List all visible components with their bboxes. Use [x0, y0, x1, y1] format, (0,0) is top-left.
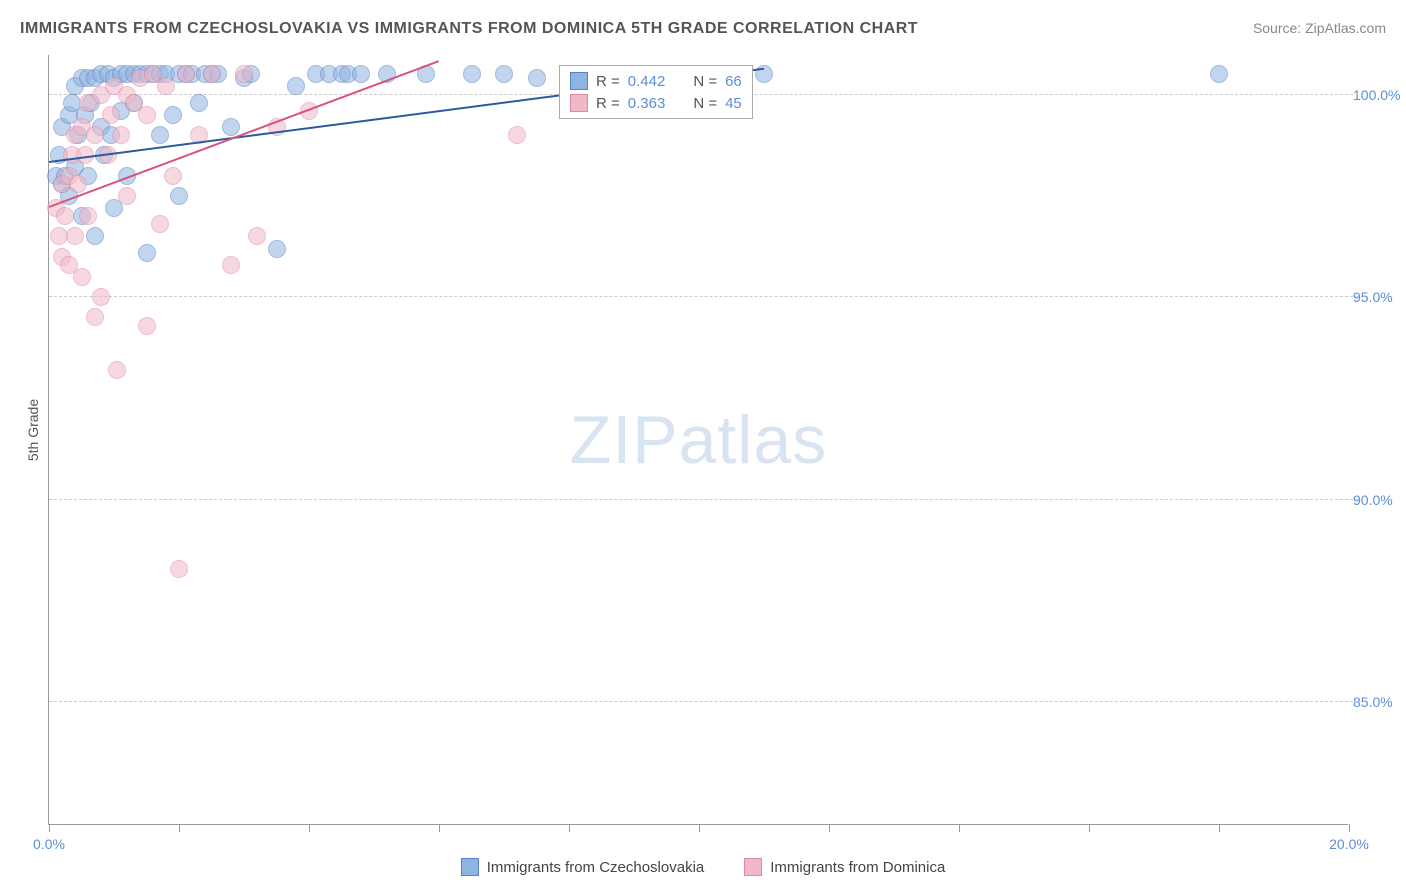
scatter-point	[352, 65, 370, 83]
legend-swatch	[744, 858, 762, 876]
scatter-point	[495, 65, 513, 83]
scatter-point	[86, 126, 104, 144]
gridline-h	[49, 701, 1358, 702]
scatter-point	[108, 361, 126, 379]
legend-n-value: 45	[725, 95, 742, 112]
scatter-point	[170, 560, 188, 578]
series-name: Immigrants from Czechoslovakia	[487, 859, 705, 876]
scatter-point	[222, 118, 240, 136]
scatter-point	[138, 244, 156, 262]
scatter-point	[528, 69, 546, 87]
scatter-point	[86, 308, 104, 326]
scatter-point	[157, 77, 175, 95]
scatter-point	[170, 187, 188, 205]
bottom-legend-item: Immigrants from Czechoslovakia	[461, 858, 705, 876]
scatter-point	[102, 106, 120, 124]
legend-r-value: 0.442	[628, 73, 666, 90]
scatter-point	[92, 288, 110, 306]
scatter-point	[1210, 65, 1228, 83]
scatter-point	[248, 227, 266, 245]
legend-r-label: R =	[596, 95, 620, 112]
x-tick	[959, 824, 960, 832]
scatter-point	[138, 106, 156, 124]
chart-title: IMMIGRANTS FROM CZECHOSLOVAKIA VS IMMIGR…	[20, 20, 918, 38]
legend-row: R = 0.442 N = 66	[570, 70, 742, 92]
legend-n-label: N =	[693, 95, 717, 112]
scatter-point	[79, 207, 97, 225]
scatter-point	[118, 187, 136, 205]
scatter-point	[66, 227, 84, 245]
x-tick	[569, 824, 570, 832]
x-tick-label: 0.0%	[33, 836, 65, 852]
scatter-point	[463, 65, 481, 83]
legend-r-label: R =	[596, 73, 620, 90]
legend-swatch	[461, 858, 479, 876]
legend-row: R = 0.363 N = 45	[570, 92, 742, 114]
legend-r-value: 0.363	[628, 95, 666, 112]
y-tick-label: 95.0%	[1353, 289, 1406, 305]
watermark-zip: ZIP	[570, 402, 679, 478]
legend-swatch	[570, 94, 588, 112]
x-tick	[309, 824, 310, 832]
scatter-point	[151, 126, 169, 144]
bottom-legend-item: Immigrants from Dominica	[744, 858, 945, 876]
x-tick	[1089, 824, 1090, 832]
y-tick-label: 85.0%	[1353, 694, 1406, 710]
scatter-point	[268, 240, 286, 258]
scatter-point	[151, 215, 169, 233]
legend-swatch	[570, 72, 588, 90]
scatter-point	[177, 65, 195, 83]
scatter-point	[203, 65, 221, 83]
x-tick	[179, 824, 180, 832]
scatter-point	[56, 207, 74, 225]
x-tick	[1349, 824, 1350, 832]
gridline-h	[49, 296, 1358, 297]
y-tick-label: 100.0%	[1353, 87, 1406, 103]
scatter-point	[222, 256, 240, 274]
scatter-point	[508, 126, 526, 144]
watermark: ZIPatlas	[570, 401, 827, 479]
x-tick	[829, 824, 830, 832]
correlation-legend: R = 0.442 N = 66 R = 0.363 N = 45	[559, 65, 753, 119]
source-label: Source: ZipAtlas.com	[1253, 20, 1386, 36]
gridline-h	[49, 499, 1358, 500]
scatter-point	[287, 77, 305, 95]
scatter-point	[86, 227, 104, 245]
scatter-point	[112, 126, 130, 144]
scatter-point	[235, 65, 253, 83]
legend-n-value: 66	[725, 73, 742, 90]
scatter-point	[164, 167, 182, 185]
scatter-point	[73, 268, 91, 286]
x-tick-label: 20.0%	[1329, 836, 1369, 852]
y-axis-label: 5th Grade	[25, 399, 41, 461]
x-tick	[49, 824, 50, 832]
legend-n-label: N =	[693, 73, 717, 90]
x-tick	[699, 824, 700, 832]
chart-plot-area: ZIPatlas R =0.442N =66R =0.363N =45 85.0…	[48, 55, 1348, 825]
scatter-point	[138, 317, 156, 335]
bottom-legend: Immigrants from Czechoslovakia Immigrants…	[0, 858, 1406, 876]
x-tick	[1219, 824, 1220, 832]
scatter-point	[164, 106, 182, 124]
watermark-atlas: atlas	[679, 402, 828, 478]
y-tick-label: 90.0%	[1353, 492, 1406, 508]
x-tick	[439, 824, 440, 832]
series-name: Immigrants from Dominica	[770, 859, 945, 876]
scatter-point	[69, 175, 87, 193]
scatter-point	[190, 94, 208, 112]
